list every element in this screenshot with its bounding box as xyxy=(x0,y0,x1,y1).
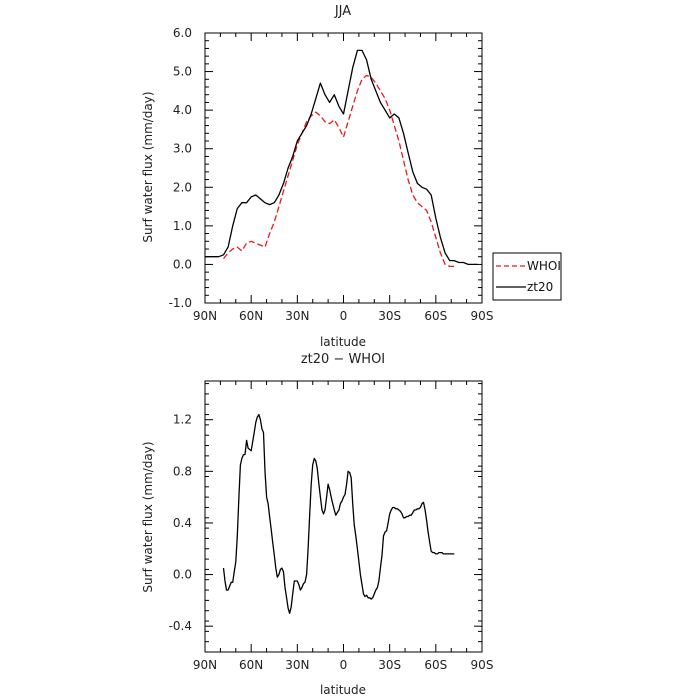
bottom-chart-title: zt20 − WHOI xyxy=(301,352,385,367)
y-tick-label: 6.0 xyxy=(173,26,192,40)
x-tick-label: 90S xyxy=(471,309,494,323)
top-chart-frame xyxy=(204,32,483,304)
top-chart-title: JJA xyxy=(334,4,351,19)
y-tick-label: 5.0 xyxy=(173,65,192,79)
bottom-chart-axes: 90N 60N 30N 0 30S 60S 90S -0.4 0.0 0.4 0.8 1.2 xyxy=(169,381,494,672)
bottom-chart-panel: zt20 − WHOI latitude Surf water flux (mm… xyxy=(141,352,493,697)
top-chart-panel: JJA latitude Surf water flux (mm/day) 90… xyxy=(141,4,562,349)
y-tick-label: -1.0 xyxy=(169,296,192,310)
legend-label-whoi: WHOI xyxy=(527,259,561,273)
x-tick-label: 60S xyxy=(424,658,447,672)
y-tick-label: 0.8 xyxy=(173,464,192,478)
x-tick-label: 60S xyxy=(424,309,447,323)
x-tick-label: 30S xyxy=(378,658,401,672)
top-chart-axes: 90N 60N 30N 0 30S 60S 90S -1.0 0.0 1.0 2.0 3.0 4.0 5.… xyxy=(169,26,494,323)
y-tick-label: 0.4 xyxy=(173,516,192,530)
y-tick-label: 0.0 xyxy=(173,568,192,582)
top-chart-xlabel: latitude xyxy=(320,335,366,349)
series-line-zt20 xyxy=(205,49,478,266)
legend-label-zt20: zt20 xyxy=(527,280,553,294)
y-tick-label: 0.0 xyxy=(173,257,192,271)
y-tick-label: 2.0 xyxy=(173,180,192,194)
bottom-chart-ylabel: Surf water flux (mm/day) xyxy=(141,441,155,592)
x-tick-label: 90N xyxy=(193,658,217,672)
x-tick-label: 90S xyxy=(471,658,494,672)
x-tick-label: 30N xyxy=(285,658,309,672)
bottom-chart-series xyxy=(222,413,455,614)
x-tick-label: 30S xyxy=(378,309,401,323)
x-tick-label: 0 xyxy=(340,658,348,672)
bottom-chart-xlabel: latitude xyxy=(320,683,366,697)
x-tick-label: 0 xyxy=(340,309,348,323)
y-tick-label: 1.2 xyxy=(173,413,192,427)
bottom-chart-frame xyxy=(204,380,483,653)
x-tick-label: 60N xyxy=(239,658,263,672)
y-tick-label: 3.0 xyxy=(173,142,192,156)
y-tick-label: 1.0 xyxy=(173,219,192,233)
series-line-difference xyxy=(222,413,455,614)
x-tick-label: 30N xyxy=(285,309,309,323)
series-line-whoi xyxy=(222,74,455,268)
top-chart-ylabel: Surf water flux (mm/day) xyxy=(141,91,155,242)
top-chart-series xyxy=(205,49,478,268)
legend: WHOI zt20 xyxy=(492,252,562,301)
x-tick-label: 90N xyxy=(193,309,217,323)
x-tick-label: 60N xyxy=(239,309,263,323)
y-tick-label: 4.0 xyxy=(173,103,192,117)
y-tick-label: -0.4 xyxy=(169,619,192,633)
legend-box xyxy=(492,252,562,301)
